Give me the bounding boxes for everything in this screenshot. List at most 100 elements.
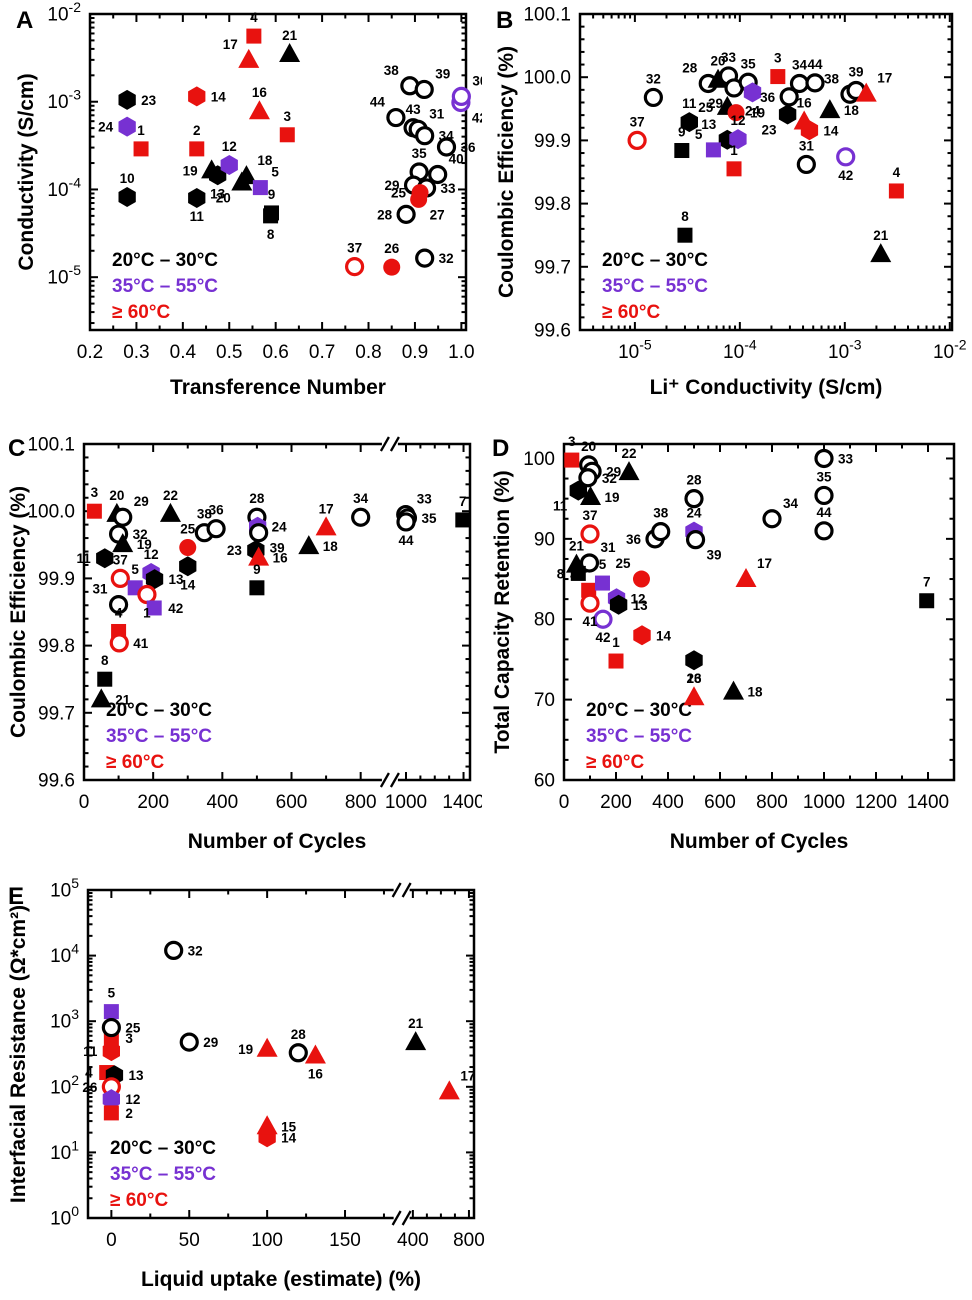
point-37-label: 37: [582, 508, 597, 523]
point-19-label: 19: [605, 490, 620, 505]
tick-label: 600: [704, 792, 736, 813]
point-36-marker: [779, 87, 799, 107]
point-11-label: 11: [190, 209, 205, 224]
point-35-marker: [814, 485, 834, 506]
point-7-label: 7: [923, 575, 931, 590]
point-13-label: 13: [210, 186, 226, 201]
point-29-marker: [113, 507, 133, 527]
point-30-marker: [451, 86, 471, 107]
panel-c-coulombic-efficiency-vs-cycles: C 0 200 400 600 800 1000 1400 99.6 99.7 99.8 99.9 10…: [4, 430, 485, 865]
point-2-label: 2: [125, 1106, 133, 1121]
point-9-marker: [249, 580, 265, 596]
point-17-marker: [855, 82, 877, 102]
chart-A-svg: A 0.2 0.3 0.4 0.5 0.6 0.7 0.8 0.9 1.0 10-2 10-3 10-4…: [15, 0, 487, 399]
point-3-label: 3: [774, 51, 782, 66]
temperature-legend: 20°C – 30°C 35°C – 55°C ≥ 60°C: [586, 700, 692, 773]
point-24-label: 24: [686, 506, 702, 521]
y-axis-title: Coulombic Efficiency (%): [7, 486, 30, 738]
point-8-label: 8: [267, 227, 275, 242]
point-4-label: 4: [893, 165, 901, 180]
axis-break-slash: [389, 772, 400, 788]
chart-E-svg: E 0 50 100 150 400 800 100 101 102 103 104 105 Liquid…: [7, 875, 485, 1291]
data-points: [86, 502, 471, 708]
point-21-label: 21: [569, 539, 585, 554]
point-33-marker: [814, 448, 834, 469]
axis-tick-labels: 10-5 10-4 10-3 10-2 99.6 99.7 99.8 99.9 100.0 100…: [523, 5, 966, 364]
point-5-label: 5: [108, 986, 116, 1001]
point-32-marker: [164, 940, 184, 961]
point-3-marker: [86, 503, 102, 519]
point-5-label: 5: [695, 127, 703, 142]
axis-break-slash: [401, 1210, 412, 1226]
point-43-label: 43: [406, 102, 422, 117]
tick-label: 100.1: [27, 435, 75, 456]
point-12-label: 12: [222, 139, 237, 154]
point-29-marker: [179, 1032, 199, 1052]
tick-label: 99.6: [534, 321, 571, 342]
point-38-label: 38: [197, 507, 213, 522]
tick-label: 104: [50, 941, 79, 968]
point-31-label: 31: [600, 540, 616, 555]
point-13-label: 13: [633, 598, 649, 613]
point-16-label: 16: [273, 551, 289, 566]
point-11-label: 11: [682, 96, 697, 111]
tick-label: 10-4: [47, 174, 81, 201]
tick-label: 100: [50, 1203, 79, 1230]
point-28-label: 28: [249, 491, 265, 506]
point-19-label: 19: [750, 106, 765, 121]
point-23-label: 23: [227, 543, 243, 558]
tick-label: 200: [137, 792, 169, 813]
legend-item-2: 35°C – 55°C: [112, 276, 218, 297]
point-18-label: 18: [748, 685, 764, 700]
point-23-label: 23: [141, 93, 157, 108]
point-39-marker: [249, 523, 269, 543]
point-1-label: 1: [137, 123, 145, 138]
panel-letter-E: E: [8, 883, 24, 910]
axis-break-slash: [379, 436, 390, 452]
point-39-marker: [685, 530, 706, 550]
point-14-label: 14: [823, 123, 839, 138]
tick-label: 10-5: [47, 262, 81, 289]
axis-tick-labels: 0 200 400 600 800 1000 1400 99.6 99.7 99.8 99.9 100…: [27, 435, 484, 814]
point-33-label: 33: [417, 492, 433, 507]
point-36-label: 36: [626, 532, 642, 547]
data-points: [564, 448, 935, 706]
legend-item-3: ≥ 60°C: [110, 1190, 168, 1211]
point-44-marker: [805, 73, 825, 93]
point-18-marker: [723, 680, 745, 700]
point-19-marker: [112, 533, 134, 553]
point-4-label: 4: [570, 567, 578, 582]
point-36-marker: [436, 137, 457, 157]
point-33-label: 33: [441, 181, 457, 196]
legend-item-2: 35°C – 55°C: [602, 276, 708, 297]
point-33-label: 33: [721, 50, 737, 65]
tick-label: 1000: [803, 792, 845, 813]
tick-label: 1200: [855, 792, 897, 813]
point-20-label: 20: [711, 54, 726, 69]
point-21-marker: [870, 243, 892, 263]
point-1-marker: [608, 653, 624, 669]
point-11-label: 11: [553, 499, 568, 514]
plot-border: [562, 442, 956, 782]
point-38-label: 38: [653, 506, 669, 521]
point-23-marker: [778, 104, 797, 125]
point-20-marker: [231, 171, 253, 191]
point-3-marker: [279, 127, 295, 143]
tick-label: 99.6: [38, 771, 75, 792]
point-34-marker: [351, 507, 371, 527]
point-13-label: 13: [169, 572, 185, 587]
tick-label: 400: [206, 792, 238, 813]
data-points: [99, 940, 460, 1148]
point-19-label: 19: [183, 163, 198, 178]
point-23-marker: [118, 89, 136, 110]
point-32-label: 32: [602, 471, 617, 486]
point-18-label: 18: [257, 153, 273, 168]
point-19-marker: [256, 1037, 278, 1057]
panel-a-conductivity-vs-transference-number: A 0.2 0.3 0.4 0.5 0.6 0.7 0.8 0.9 1.0 10-2 10-3 10-4…: [12, 0, 487, 411]
point-22-marker: [618, 461, 640, 481]
data-points: [627, 66, 904, 263]
tick-label: 99.8: [534, 194, 571, 215]
point-24-label: 24: [272, 520, 288, 535]
